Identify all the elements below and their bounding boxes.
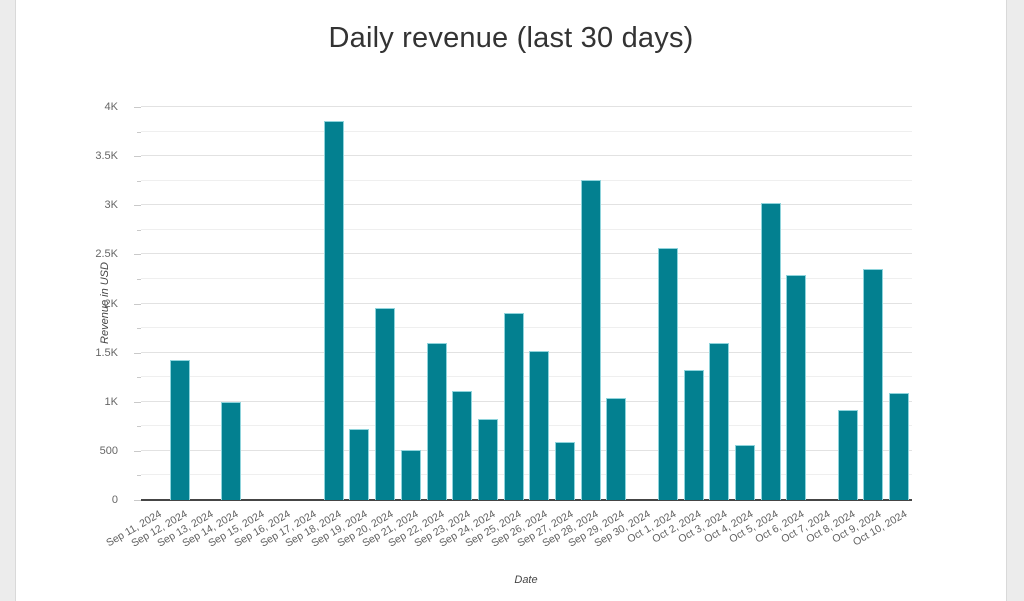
y-tick-label: 0 — [111, 494, 118, 506]
major-gridline — [141, 204, 912, 206]
bar-oct-1-2024[interactable] — [657, 248, 678, 500]
major-gridline — [141, 302, 912, 304]
minor-gridline — [141, 179, 912, 181]
y-minor-tick-mark — [137, 180, 141, 182]
y-tick-label: 1.5K — [95, 346, 118, 359]
y-minor-tick-mark — [137, 328, 141, 330]
y-tick-mark — [134, 401, 141, 403]
y-tick-mark — [134, 303, 141, 305]
minor-gridline — [141, 277, 912, 279]
bar-sep-28-2024[interactable] — [580, 179, 601, 500]
minor-gridline — [141, 228, 912, 230]
y-tick-mark — [134, 107, 141, 108]
y-tick-label: 2.5K — [95, 248, 118, 261]
x-axis-title: Date — [514, 574, 538, 586]
y-tick-label: 4K — [104, 101, 118, 113]
bar-sep-27-2024[interactable] — [555, 442, 576, 500]
major-gridline — [141, 400, 912, 402]
minor-gridline — [141, 376, 912, 378]
x-axis-line — [141, 499, 912, 501]
y-minor-tick-mark — [137, 475, 141, 477]
x-axis-labels: Sep 11, 2024 Sep 12, 2024 Sep 13, 2024 Sep … — [104, 500, 912, 570]
bar-sep-25-2024[interactable] — [503, 313, 524, 500]
y-tick-label: 3K — [104, 199, 118, 212]
bar-sep-24-2024[interactable] — [477, 419, 498, 500]
minor-gridline — [141, 327, 912, 329]
bar-oct-4-2024[interactable] — [734, 445, 755, 500]
bar-oct-10-2024[interactable] — [889, 392, 910, 500]
chart-title: Daily revenue (last 30 days) — [328, 22, 694, 54]
y-tick-mark — [134, 156, 141, 158]
y-tick-label: 1K — [104, 395, 118, 408]
bar-sep-26-2024[interactable] — [529, 351, 550, 500]
major-gridline — [141, 351, 912, 353]
y-minor-tick-mark — [137, 426, 141, 428]
y-minor-tick-mark — [137, 278, 141, 280]
y-tick-mark — [134, 254, 141, 256]
major-gridline — [141, 155, 912, 157]
major-gridline — [141, 449, 912, 451]
y-tick-label: 500 — [99, 444, 118, 457]
bar-oct-6-2024[interactable] — [786, 275, 807, 500]
bar-sep-20-2024[interactable] — [375, 308, 396, 500]
bar-oct-2-2024[interactable] — [683, 370, 704, 500]
bar-sep-18-2024[interactable] — [323, 120, 344, 500]
chart-card: Daily revenue (last 30 days) Sep 11, 202… — [15, 0, 1007, 601]
y-minor-tick-mark — [137, 229, 141, 231]
bar-sep-29-2024[interactable] — [606, 397, 627, 500]
bar-sep-22-2024[interactable] — [426, 342, 447, 500]
bar-oct-9-2024[interactable] — [863, 269, 884, 500]
bar-oct-5-2024[interactable] — [760, 203, 781, 500]
y-minor-tick-mark — [137, 377, 141, 379]
bar-sep-21-2024[interactable] — [400, 449, 421, 500]
major-gridline — [141, 253, 912, 255]
y-minor-tick-mark — [137, 131, 141, 133]
major-gridline — [141, 106, 912, 107]
plot-area — [141, 106, 912, 501]
minor-gridline — [141, 130, 912, 132]
minor-gridline — [141, 425, 912, 427]
y-tick-mark — [134, 205, 141, 207]
bar-sep-23-2024[interactable] — [452, 390, 473, 500]
y-tick-mark — [134, 352, 141, 354]
bar-sep-14-2024[interactable] — [220, 401, 241, 500]
bar-oct-3-2024[interactable] — [709, 342, 730, 500]
bar-oct-8-2024[interactable] — [837, 409, 858, 500]
bar-sep-19-2024[interactable] — [349, 429, 370, 500]
bar-sep-12-2024[interactable] — [169, 359, 190, 500]
minor-gridline — [141, 474, 912, 476]
y-tick-label: 2K — [104, 297, 118, 310]
y-tick-mark — [134, 500, 141, 501]
y-tick-label: 3.5K — [95, 150, 118, 163]
y-tick-mark — [134, 450, 141, 452]
